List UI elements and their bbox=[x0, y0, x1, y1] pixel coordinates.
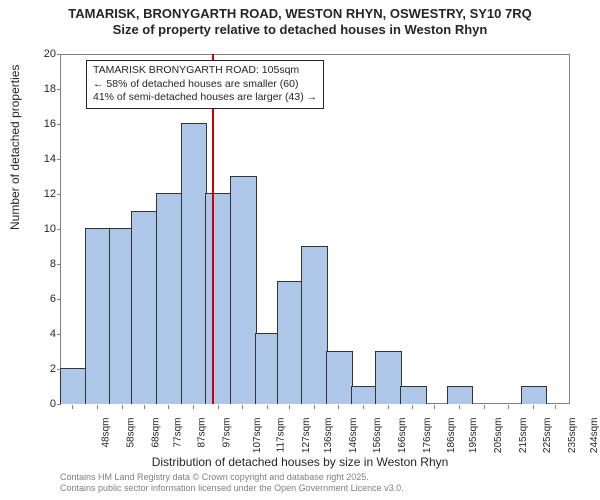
x-tick-label: 195sqm bbox=[469, 418, 480, 454]
x-tick-mark bbox=[72, 405, 73, 409]
histogram-bar bbox=[301, 246, 328, 405]
y-tick-label: 8 bbox=[30, 258, 56, 270]
annotation-line-2: ← 58% of detached houses are smaller (60… bbox=[93, 78, 317, 92]
x-tick-mark bbox=[484, 405, 485, 409]
chart-title: TAMARISK, BRONYGARTH ROAD, WESTON RHYN, … bbox=[0, 0, 600, 39]
y-axis-label: Number of detached properties bbox=[8, 65, 22, 230]
x-tick-label: 235sqm bbox=[567, 418, 578, 454]
x-tick-label: 87sqm bbox=[197, 418, 208, 448]
x-tick-mark bbox=[193, 405, 194, 409]
x-tick-label: 186sqm bbox=[446, 418, 457, 454]
histogram-bar bbox=[205, 193, 232, 404]
histogram-bar bbox=[351, 386, 378, 405]
x-tick-label: 107sqm bbox=[252, 418, 263, 454]
annotation-line-1: TAMARISK BRONYGARTH ROAD: 105sqm bbox=[93, 64, 317, 78]
y-tick-label: 12 bbox=[30, 188, 56, 200]
x-tick-label: 215sqm bbox=[518, 418, 529, 454]
x-tick-label: 117sqm bbox=[276, 418, 287, 453]
x-tick-mark bbox=[122, 405, 123, 409]
x-tick-label: 136sqm bbox=[323, 418, 334, 454]
x-tick-mark bbox=[555, 405, 556, 409]
y-tick-label: 6 bbox=[30, 293, 56, 305]
histogram-bar bbox=[255, 333, 279, 404]
title-line-1: TAMARISK, BRONYGARTH ROAD, WESTON RHYN, … bbox=[68, 6, 531, 21]
x-tick-mark bbox=[267, 405, 268, 409]
y-tick-label: 20 bbox=[30, 48, 56, 60]
histogram-bar bbox=[230, 176, 257, 405]
x-axis-label: Distribution of detached houses by size … bbox=[0, 455, 600, 469]
x-tick-mark bbox=[144, 405, 145, 409]
x-tick-label: 156sqm bbox=[372, 418, 383, 454]
x-tick-mark bbox=[289, 405, 290, 409]
x-tick-mark bbox=[338, 405, 339, 409]
histogram-bar bbox=[156, 193, 183, 404]
x-tick-label: 58sqm bbox=[125, 418, 136, 448]
histogram-bar bbox=[60, 368, 87, 404]
y-tick-label: 0 bbox=[30, 398, 56, 410]
x-tick-mark bbox=[459, 405, 460, 409]
x-tick-label: 146sqm bbox=[348, 418, 359, 454]
y-tick-label: 16 bbox=[30, 118, 56, 130]
x-tick-mark bbox=[533, 405, 534, 409]
x-tick-label: 48sqm bbox=[101, 418, 112, 448]
x-tick-label: 225sqm bbox=[542, 418, 553, 454]
x-tick-label: 176sqm bbox=[422, 418, 433, 454]
x-tick-mark bbox=[363, 405, 364, 409]
x-tick-label: 166sqm bbox=[397, 418, 408, 454]
x-tick-label: 68sqm bbox=[150, 418, 161, 448]
footnote: Contains HM Land Registry data © Crown c… bbox=[60, 472, 404, 494]
x-tick-mark bbox=[508, 405, 509, 409]
histogram-bar bbox=[326, 351, 353, 405]
y-tick-label: 14 bbox=[30, 153, 56, 165]
y-tick-label: 4 bbox=[30, 328, 56, 340]
x-tick-mark bbox=[388, 405, 389, 409]
x-tick-mark bbox=[168, 405, 169, 409]
x-tick-mark bbox=[314, 405, 315, 409]
histogram-bar bbox=[375, 351, 402, 405]
y-tick-label: 10 bbox=[30, 223, 56, 235]
histogram-bar bbox=[85, 228, 112, 404]
histogram-bar bbox=[400, 386, 427, 405]
x-tick-mark bbox=[412, 405, 413, 409]
plot-area: 02468101214161820 48sqm58sqm68sqm77sqm87… bbox=[60, 54, 570, 404]
x-tick-label: 77sqm bbox=[172, 418, 183, 448]
footnote-line-1: Contains HM Land Registry data © Crown c… bbox=[60, 472, 404, 483]
x-tick-label: 127sqm bbox=[301, 418, 312, 454]
x-tick-mark bbox=[242, 405, 243, 409]
title-line-2: Size of property relative to detached ho… bbox=[113, 22, 488, 37]
x-tick-mark bbox=[218, 405, 219, 409]
histogram-bar bbox=[181, 123, 208, 404]
histogram-bar bbox=[109, 228, 133, 404]
y-tick-label: 18 bbox=[30, 83, 56, 95]
histogram-bar bbox=[521, 386, 548, 405]
annotation-line-3: 41% of semi-detached houses are larger (… bbox=[93, 91, 317, 105]
y-tick-label: 2 bbox=[30, 363, 56, 375]
x-tick-label: 97sqm bbox=[222, 418, 233, 448]
annotation-box: TAMARISK BRONYGARTH ROAD: 105sqm ← 58% o… bbox=[86, 60, 324, 109]
histogram-bar bbox=[131, 211, 158, 405]
histogram-bar bbox=[447, 386, 474, 405]
x-tick-label: 205sqm bbox=[493, 418, 504, 454]
chart-container: TAMARISK, BRONYGARTH ROAD, WESTON RHYN, … bbox=[0, 0, 600, 500]
histogram-bar bbox=[277, 281, 304, 405]
x-tick-mark bbox=[97, 405, 98, 409]
footnote-line-2: Contains public sector information licen… bbox=[60, 483, 404, 494]
x-tick-mark bbox=[434, 405, 435, 409]
x-tick-label: 244sqm bbox=[589, 418, 600, 454]
